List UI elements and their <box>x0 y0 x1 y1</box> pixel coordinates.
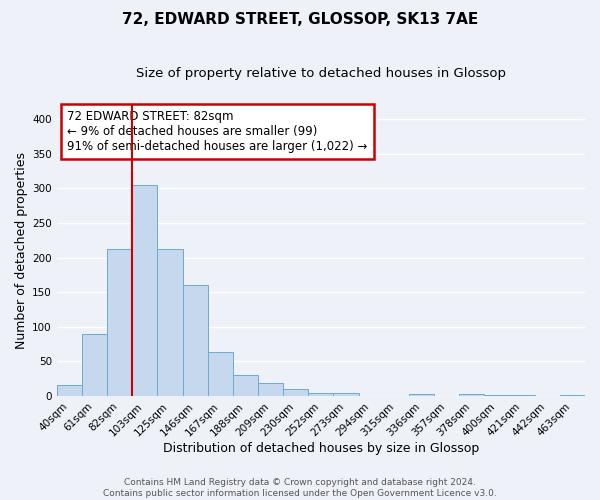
Text: 72, EDWARD STREET, GLOSSOP, SK13 7AE: 72, EDWARD STREET, GLOSSOP, SK13 7AE <box>122 12 478 28</box>
Bar <box>107 250 132 396</box>
Text: Contains HM Land Registry data © Crown copyright and database right 2024.
Contai: Contains HM Land Registry data © Crown c… <box>103 478 497 498</box>
Bar <box>484 394 509 396</box>
Bar <box>233 374 258 396</box>
Bar <box>57 385 82 396</box>
Bar <box>258 383 283 396</box>
Bar <box>82 334 107 396</box>
Title: Size of property relative to detached houses in Glossop: Size of property relative to detached ho… <box>136 68 506 80</box>
Bar <box>132 185 157 396</box>
Bar <box>283 389 308 396</box>
Bar <box>409 394 434 396</box>
Text: 72 EDWARD STREET: 82sqm
← 9% of detached houses are smaller (99)
91% of semi-det: 72 EDWARD STREET: 82sqm ← 9% of detached… <box>67 110 368 152</box>
Bar <box>208 352 233 396</box>
Bar <box>157 248 182 396</box>
Bar <box>560 394 585 396</box>
Bar <box>308 392 334 396</box>
X-axis label: Distribution of detached houses by size in Glossop: Distribution of detached houses by size … <box>163 442 479 455</box>
Bar <box>459 394 484 396</box>
Bar <box>182 284 208 396</box>
Bar <box>509 394 535 396</box>
Bar <box>334 394 359 396</box>
Y-axis label: Number of detached properties: Number of detached properties <box>15 152 28 349</box>
